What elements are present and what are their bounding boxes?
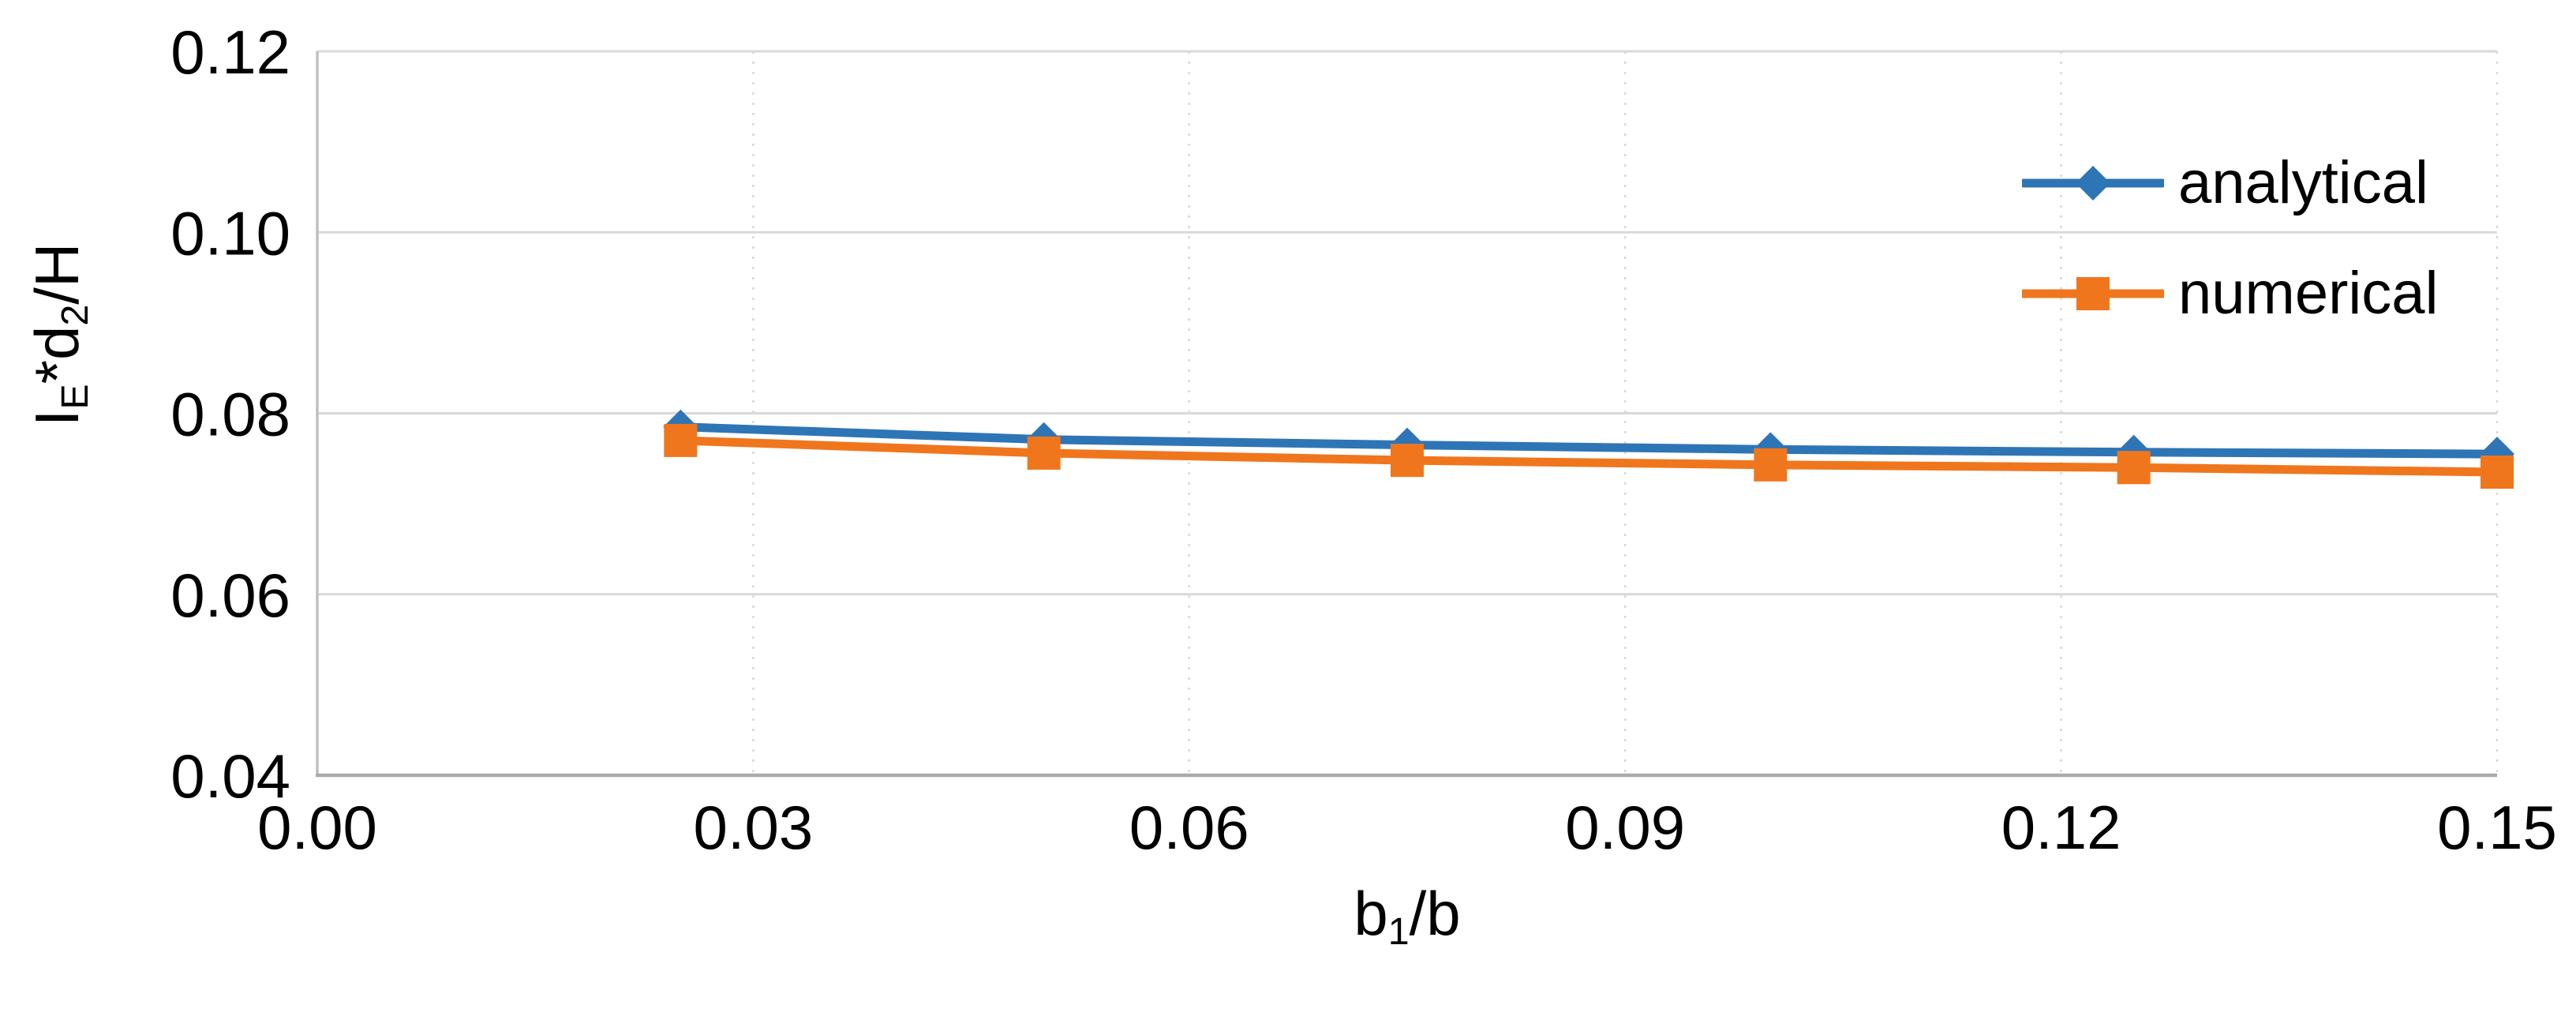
legend-swatch-analytical: [2022, 166, 2164, 201]
x-axis-title: b1/b: [317, 883, 2497, 951]
x-tick-labels: 0.00 0.03 0.06 0.09 0.12 0.15: [257, 793, 2557, 862]
legend-marker-diamond: [2076, 166, 2110, 201]
marker-square-numerical: [2117, 451, 2151, 485]
y-tick-label: 0.06: [170, 561, 290, 630]
legend-marker-square: [2076, 277, 2110, 310]
x-tick-label: 0.09: [1565, 793, 1685, 862]
series-line-numerical: [676, 436, 2502, 477]
y-tick-label: 0.12: [170, 17, 290, 87]
x-tick-label: 0.00: [257, 793, 377, 862]
y-axis-title: IE*d2/H: [22, 243, 96, 427]
x-tick-label: 0.12: [2001, 793, 2121, 862]
label-subscript: E: [53, 384, 96, 410]
legend-item-analytical: analytical: [2022, 128, 2438, 238]
label-subscript: 1: [1387, 909, 1410, 953]
legend-label-numerical: numerical: [2178, 260, 2439, 327]
legend: analytical numerical: [2022, 128, 2438, 349]
series-line-analytical: [676, 422, 2502, 459]
y-tick-labels: 0.04 0.06 0.08 0.10 0.12: [170, 17, 290, 811]
marker-square-numerical: [664, 423, 698, 457]
label-text: *d: [22, 325, 92, 384]
x-tick-label: 0.15: [2437, 793, 2557, 862]
x-tick-label: 0.03: [693, 793, 813, 862]
marker-square-numerical: [1754, 448, 1788, 482]
label-text: I: [22, 409, 92, 427]
label-text: /b: [1409, 879, 1461, 948]
legend-item-numerical: numerical: [2022, 238, 2438, 349]
y-tick-label: 0.04: [170, 741, 290, 811]
label-subscript: 2: [53, 304, 96, 326]
y-tick-label: 0.08: [170, 380, 290, 449]
marker-square-numerical: [1027, 436, 1061, 470]
marker-square-numerical: [2481, 456, 2514, 489]
series-numerical: [664, 423, 2514, 489]
x-tick-label: 0.06: [1129, 793, 1249, 862]
legend-swatch-numerical: [2022, 277, 2164, 310]
label-text: /H: [22, 242, 92, 305]
label-text: b: [1354, 879, 1388, 948]
marker-square-numerical: [1391, 444, 1424, 478]
y-tick-label: 0.10: [170, 198, 290, 268]
legend-label-analytical: analytical: [2178, 149, 2428, 216]
